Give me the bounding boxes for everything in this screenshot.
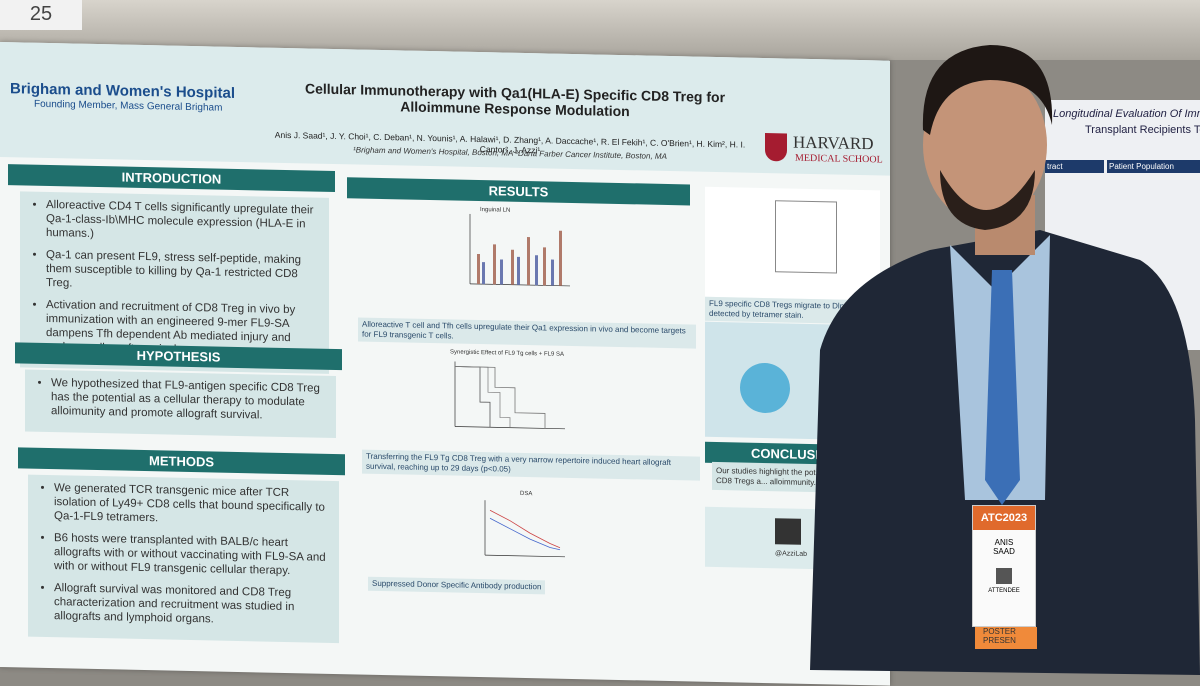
badge-event: ATC2023 bbox=[973, 506, 1035, 530]
methods: METHODS We generated TCR transgenic mice… bbox=[18, 447, 345, 644]
person bbox=[810, 45, 1200, 675]
section-heading: INTRODUCTION bbox=[8, 164, 335, 193]
bullet: We hypothesized that FL9-antigen specifi… bbox=[51, 376, 328, 424]
poster: Brigham and Women's Hospital Founding Me… bbox=[0, 42, 890, 686]
section-heading: METHODS bbox=[18, 447, 345, 476]
badge-first: ANIS bbox=[994, 538, 1014, 547]
booth-number: 25 bbox=[0, 0, 82, 30]
badge-qr bbox=[996, 568, 1012, 584]
bullet: We generated TCR transgenic mice after T… bbox=[54, 481, 331, 529]
caption: Suppressed Donor Specific Antibody produ… bbox=[368, 576, 546, 595]
badge-ribbon: POSTER PRESEN bbox=[975, 627, 1037, 649]
caption: Transferring the FL9 Tg CD8 Treg with a … bbox=[362, 449, 700, 481]
bullet: B6 hosts were transplanted with BALB/c h… bbox=[54, 531, 331, 579]
survival-figure bbox=[454, 361, 565, 430]
bullet: Allograft survival was monitored and CD8… bbox=[54, 581, 331, 629]
chart-title: DSA bbox=[520, 490, 533, 498]
badge-role: ATTENDEE bbox=[988, 588, 1020, 594]
section-heading: RESULTS bbox=[347, 177, 690, 206]
bullet: Alloreactive CD4 T cells significantly u… bbox=[46, 198, 321, 246]
section-box: We hypothesized that FL9-antigen specifi… bbox=[25, 369, 336, 439]
badge-last: SAAD bbox=[993, 547, 1015, 556]
neighbor-subtitle: Transplant Recipients Toleriz bbox=[1085, 124, 1200, 136]
results: RESULTS bbox=[347, 177, 690, 206]
chart-title: Inguinal LN bbox=[480, 207, 511, 214]
hypothesis: HYPOTHESIS We hypothesized that FL9-anti… bbox=[15, 342, 342, 439]
badge: ATC2023 ANIS SAAD ATTENDEE bbox=[972, 505, 1036, 627]
neighbor-title: Longitudinal Evaluation Of Immune S bbox=[1053, 108, 1200, 120]
bar-figure bbox=[469, 213, 570, 287]
neighbor-section: tract bbox=[1045, 160, 1104, 173]
section-box: We generated TCR transgenic mice after T… bbox=[28, 474, 339, 644]
neighbor-section: Patient Population bbox=[1107, 160, 1200, 173]
chart-title: Synergistic Effect of FL9 Tg cells + FL9… bbox=[450, 349, 564, 358]
caption: Alloreactive T cell and Tfh cells upregu… bbox=[358, 317, 696, 349]
dsa-figure bbox=[484, 500, 565, 558]
bullet: Qa-1 can present FL9, stress self-peptid… bbox=[46, 248, 321, 296]
